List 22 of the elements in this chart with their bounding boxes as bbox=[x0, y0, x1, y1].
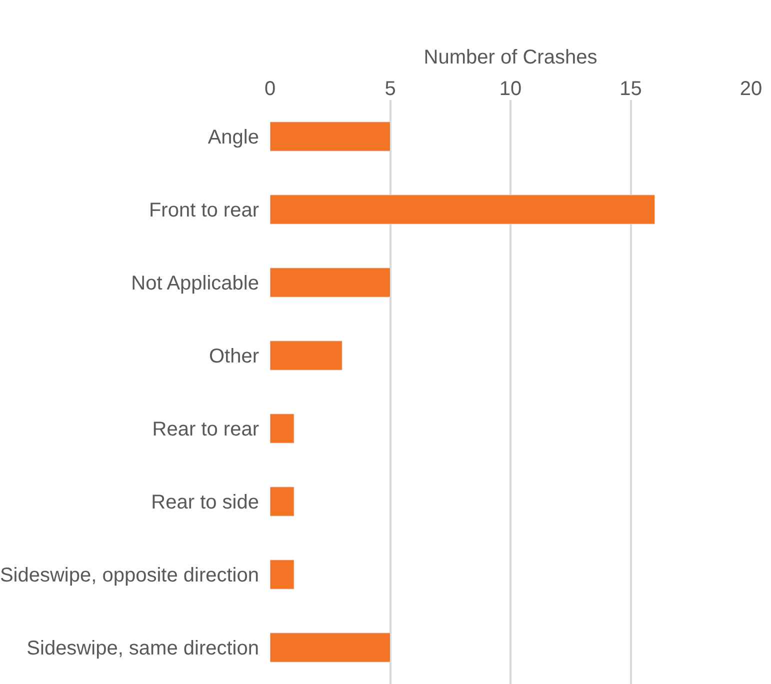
y-tick-label: Rear to side bbox=[151, 492, 259, 514]
bar bbox=[270, 194, 656, 224]
y-tick-label: Sideswipe, same direction bbox=[26, 638, 259, 660]
bar bbox=[270, 122, 390, 152]
y-tick-label: Front to rear bbox=[148, 200, 260, 222]
bar bbox=[270, 414, 294, 444]
bar bbox=[270, 268, 390, 298]
x-tick-label: 5 bbox=[384, 78, 396, 100]
x-axis-title: Number of Crashes bbox=[424, 46, 598, 68]
bar bbox=[270, 560, 294, 590]
bar bbox=[270, 632, 390, 662]
x-tick-label: 15 bbox=[620, 78, 642, 100]
y-tick-label: Sideswipe, opposite direction bbox=[0, 564, 259, 586]
y-tick-label: Other bbox=[208, 346, 260, 368]
x-tick-label: 0 bbox=[264, 78, 276, 100]
y-tick-label: Not Applicable bbox=[131, 272, 259, 294]
y-tick-label: Rear to rear bbox=[152, 418, 260, 440]
x-tick-label: 20 bbox=[740, 78, 762, 100]
bar bbox=[270, 340, 342, 370]
bar bbox=[270, 486, 294, 516]
y-tick-label: Angle bbox=[208, 126, 259, 148]
x-tick-label: 10 bbox=[499, 78, 522, 100]
